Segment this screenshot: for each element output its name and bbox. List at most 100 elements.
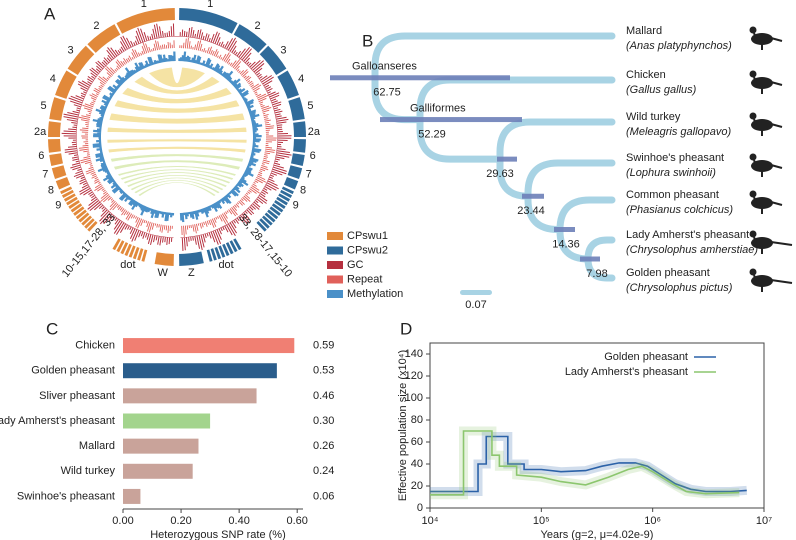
species-name: Lady Amherst's pheasant bbox=[626, 229, 749, 241]
chrom-label: 4 bbox=[50, 73, 56, 85]
chrom-seg bbox=[87, 24, 121, 53]
link bbox=[137, 181, 217, 197]
branch bbox=[584, 236, 616, 263]
chrom-label: 7 bbox=[42, 169, 48, 181]
track bbox=[61, 23, 292, 251]
chrom-label: 5 bbox=[40, 100, 46, 112]
chrom-seg bbox=[229, 240, 238, 253]
chrom-seg bbox=[116, 8, 175, 34]
chrom-seg bbox=[124, 243, 132, 257]
chrom-label: 10-15,17-28, 33 bbox=[60, 212, 118, 280]
branch bbox=[584, 255, 616, 282]
value-label: 0.24 bbox=[313, 465, 334, 477]
chrom-seg bbox=[128, 245, 136, 258]
legend-swatch bbox=[327, 261, 343, 269]
x-tick-label: 0.00 bbox=[112, 515, 133, 527]
chrom-seg bbox=[218, 245, 226, 258]
chrom-seg bbox=[154, 252, 174, 266]
bird-icon bbox=[749, 26, 757, 34]
y-tick-label: 100 bbox=[405, 392, 423, 404]
chrom-seg bbox=[179, 8, 238, 34]
clade-name: Galliformes bbox=[410, 102, 466, 114]
bird-icon bbox=[749, 153, 757, 161]
chrom-label: Z bbox=[188, 267, 195, 279]
chrom-seg bbox=[60, 186, 73, 195]
chrom-label: 5 bbox=[307, 100, 313, 112]
chrom-seg bbox=[63, 193, 76, 202]
scale-label: 0.07 bbox=[465, 299, 486, 311]
chrom-label: 9 bbox=[55, 199, 61, 211]
y-tick-label: 0 bbox=[417, 502, 423, 514]
y-tick-label: 60 bbox=[411, 436, 423, 448]
x-tick-label: 0.40 bbox=[228, 515, 249, 527]
chrom-seg bbox=[49, 97, 66, 121]
bird-icon bbox=[749, 230, 757, 238]
category-label: Wild turkey bbox=[61, 465, 116, 477]
chrom-seg bbox=[233, 24, 267, 53]
chrom-label: dot bbox=[120, 259, 135, 271]
chrom-seg bbox=[280, 189, 293, 198]
chrom-seg bbox=[287, 165, 303, 179]
chrom-seg bbox=[267, 209, 279, 220]
chrom-seg bbox=[78, 212, 90, 223]
clade-name: Galloanseres bbox=[352, 61, 417, 73]
bar bbox=[123, 338, 295, 354]
species-latin: (Meleagris gallopavo) bbox=[626, 126, 731, 138]
chrom-seg bbox=[291, 153, 305, 167]
link bbox=[122, 171, 232, 185]
species-name: Swinhoe's pheasant bbox=[626, 152, 724, 164]
node-ci bbox=[580, 256, 600, 262]
link bbox=[129, 177, 225, 191]
species-latin: (Chrysolophus amherstiae) bbox=[626, 244, 758, 256]
link bbox=[126, 174, 228, 188]
x-axis-label: Years (g=2, μ=4.02e-9) bbox=[541, 529, 654, 540]
x-tick-label: 0.60 bbox=[286, 515, 307, 527]
link bbox=[121, 87, 233, 104]
bird-icon bbox=[749, 70, 757, 78]
node-age: 62.75 bbox=[373, 87, 401, 99]
chrom-seg bbox=[75, 209, 87, 220]
bird-icon bbox=[751, 33, 773, 45]
legend-label: Golden pheasant bbox=[604, 351, 688, 363]
chrom-seg bbox=[271, 203, 284, 213]
chrom-label: 2a bbox=[308, 126, 321, 138]
bird-icon bbox=[753, 236, 793, 254]
chrom-label: dot bbox=[218, 259, 233, 271]
x-tick-label: 10⁶ bbox=[644, 515, 661, 527]
bird-icon bbox=[751, 119, 773, 131]
node-age: 7.98 bbox=[586, 268, 607, 280]
chrom-seg bbox=[81, 215, 92, 226]
chrom-seg bbox=[233, 238, 242, 251]
chrom-seg bbox=[293, 139, 306, 153]
chrom-seg bbox=[222, 243, 230, 257]
chrom-seg bbox=[66, 196, 78, 206]
link bbox=[106, 126, 248, 134]
chrom-seg bbox=[48, 139, 61, 153]
chrom-seg bbox=[210, 248, 217, 261]
branch bbox=[496, 118, 616, 163]
legend-label: CPswu2 bbox=[347, 244, 388, 256]
value-label: 0.53 bbox=[313, 365, 334, 377]
x-tick-label: 0.20 bbox=[170, 515, 191, 527]
chrom-seg bbox=[274, 200, 286, 209]
chrom-seg bbox=[116, 240, 125, 253]
series-line bbox=[430, 430, 740, 496]
legend-swatch bbox=[327, 232, 343, 240]
legend-label: Repeat bbox=[347, 273, 382, 285]
node-ci bbox=[554, 227, 575, 232]
chrom-seg bbox=[281, 186, 294, 195]
legend-label: CPswu1 bbox=[347, 230, 388, 242]
node-ci bbox=[380, 117, 522, 123]
chrom-label: 6 bbox=[310, 150, 316, 162]
chrom-seg bbox=[269, 206, 281, 216]
bird-icon bbox=[753, 196, 783, 214]
species-name: Chicken bbox=[626, 69, 666, 81]
link bbox=[107, 146, 247, 154]
chrom-seg bbox=[87, 221, 98, 232]
panel-letter: C bbox=[46, 319, 58, 338]
y-tick-label: 120 bbox=[405, 370, 423, 382]
chrom-seg bbox=[262, 215, 273, 226]
species-latin: (Phasianus colchicus) bbox=[626, 204, 733, 216]
bar bbox=[123, 388, 257, 404]
